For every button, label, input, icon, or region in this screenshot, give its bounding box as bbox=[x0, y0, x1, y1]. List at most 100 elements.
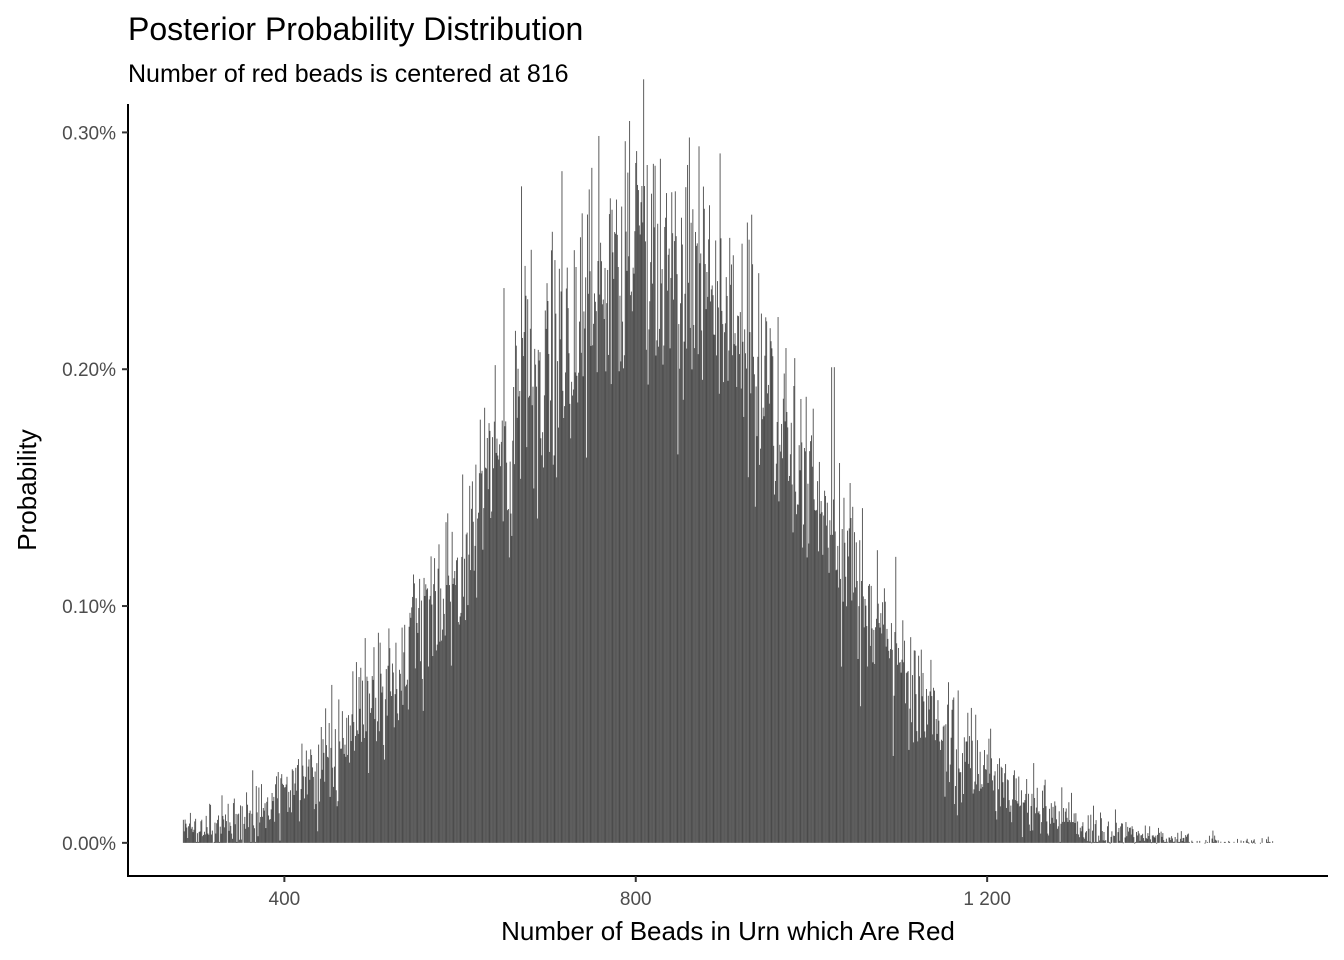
bar bbox=[444, 635, 446, 843]
bar bbox=[253, 825, 255, 843]
bar bbox=[225, 814, 226, 843]
bar bbox=[324, 781, 326, 843]
bar bbox=[1072, 822, 1074, 843]
bar bbox=[296, 790, 298, 843]
bar bbox=[951, 709, 953, 843]
bar bbox=[400, 690, 402, 843]
bar bbox=[221, 795, 223, 843]
bar bbox=[474, 545, 476, 843]
bar bbox=[946, 771, 948, 843]
bar bbox=[977, 773, 979, 843]
bar bbox=[942, 726, 944, 843]
bar bbox=[668, 248, 670, 843]
bar bbox=[941, 740, 943, 843]
bar bbox=[549, 451, 551, 843]
bar bbox=[1029, 830, 1031, 843]
bar bbox=[1205, 839, 1207, 843]
bar bbox=[884, 601, 886, 843]
bar bbox=[1100, 812, 1101, 843]
bar bbox=[310, 749, 312, 843]
bar bbox=[202, 836, 204, 843]
bar bbox=[196, 833, 198, 843]
bar bbox=[414, 668, 416, 843]
bar bbox=[831, 367, 833, 843]
bar bbox=[821, 512, 823, 843]
bar bbox=[398, 720, 400, 843]
bar bbox=[682, 399, 684, 843]
bar bbox=[758, 273, 760, 843]
bar bbox=[451, 531, 453, 843]
bar bbox=[473, 570, 475, 843]
bar bbox=[427, 588, 429, 843]
bar bbox=[218, 815, 219, 843]
bar bbox=[672, 233, 674, 843]
bar bbox=[913, 650, 915, 843]
bar bbox=[527, 299, 529, 843]
bar bbox=[1008, 800, 1010, 843]
bar bbox=[401, 627, 403, 843]
bar bbox=[972, 793, 974, 843]
bar bbox=[1049, 823, 1051, 843]
bar bbox=[465, 534, 467, 843]
bar bbox=[1266, 839, 1267, 843]
bar bbox=[550, 400, 551, 843]
bar bbox=[906, 672, 908, 843]
bar bbox=[205, 815, 207, 843]
bar bbox=[384, 759, 385, 843]
bar bbox=[640, 202, 642, 843]
x-tick-label: 400 bbox=[269, 889, 301, 910]
bar bbox=[698, 146, 700, 843]
bar bbox=[312, 776, 314, 843]
bar bbox=[1272, 841, 1274, 843]
bar bbox=[832, 534, 833, 843]
bar bbox=[585, 277, 587, 843]
bar bbox=[193, 829, 195, 843]
bar bbox=[523, 332, 525, 843]
bar bbox=[1085, 831, 1087, 843]
y-tick-label: 0.30% bbox=[62, 123, 116, 144]
bar bbox=[592, 345, 594, 843]
bar bbox=[1103, 831, 1105, 843]
bar bbox=[325, 708, 327, 843]
bar bbox=[1068, 802, 1070, 843]
bar bbox=[390, 691, 392, 843]
bar bbox=[555, 313, 557, 843]
bar bbox=[487, 489, 489, 843]
bar bbox=[1228, 840, 1230, 843]
bar bbox=[582, 376, 584, 843]
bar bbox=[257, 836, 259, 843]
bar bbox=[962, 794, 964, 843]
bar bbox=[723, 382, 725, 843]
bar bbox=[370, 712, 371, 843]
bar bbox=[760, 448, 761, 843]
bar bbox=[1253, 839, 1255, 843]
bar bbox=[903, 662, 905, 843]
bar bbox=[838, 587, 840, 843]
bar bbox=[1150, 842, 1152, 844]
bar bbox=[273, 796, 275, 843]
bar bbox=[223, 819, 225, 843]
bar bbox=[751, 214, 753, 843]
bar bbox=[654, 165, 656, 843]
bar bbox=[864, 598, 866, 843]
bar bbox=[749, 332, 751, 843]
bar bbox=[916, 731, 918, 843]
bar bbox=[352, 671, 354, 843]
bar bbox=[1268, 841, 1270, 843]
bar bbox=[738, 354, 740, 843]
bar bbox=[955, 786, 956, 843]
bar bbox=[391, 696, 392, 843]
bar bbox=[1172, 841, 1174, 843]
bar bbox=[889, 658, 891, 843]
bar bbox=[593, 323, 595, 843]
bar bbox=[422, 710, 424, 843]
bar bbox=[1215, 839, 1216, 843]
bar bbox=[663, 345, 665, 843]
bar bbox=[217, 819, 219, 843]
bar bbox=[311, 755, 313, 843]
bar bbox=[659, 328, 660, 843]
x-tick-label: 800 bbox=[620, 889, 652, 910]
bar bbox=[1003, 797, 1005, 843]
bar bbox=[688, 137, 690, 843]
bar bbox=[1125, 822, 1127, 843]
